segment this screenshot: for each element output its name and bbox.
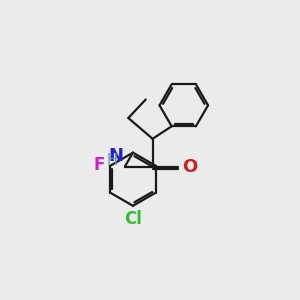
Text: F: F bbox=[94, 156, 105, 174]
Text: H: H bbox=[107, 152, 118, 167]
Text: Cl: Cl bbox=[124, 210, 142, 228]
Text: N: N bbox=[109, 147, 124, 165]
Text: O: O bbox=[182, 158, 197, 175]
